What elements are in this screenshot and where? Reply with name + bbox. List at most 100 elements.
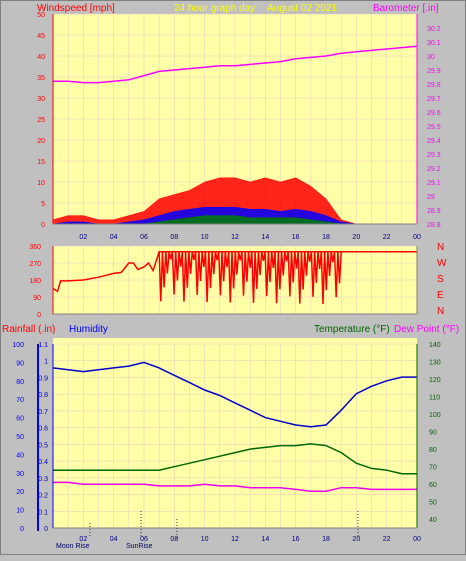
- humidity-y-tick: 0.7: [38, 409, 48, 416]
- direction-letter-w: W: [437, 258, 447, 269]
- wind-y-tick: 10: [37, 180, 45, 187]
- rainfall-y-tick: 40: [16, 452, 24, 459]
- humidity-x-tick: 22: [383, 536, 391, 543]
- humidity-axis-title: Humidity: [69, 324, 108, 335]
- moonrise-label: Moon Rise: [56, 543, 90, 550]
- barometer-y-tick: 30: [427, 54, 435, 61]
- wind-x-tick: 06: [140, 234, 148, 241]
- direction-line: [52, 250, 417, 293]
- humidity-x-tick: 20: [352, 536, 360, 543]
- humidity-y-tick: 0: [44, 526, 48, 533]
- humidity-x-tick: 06: [140, 536, 148, 543]
- barometer-y-tick: 29.5: [427, 124, 441, 131]
- date-title: August 02 2021: [267, 3, 337, 14]
- humidity-x-tick: 16: [292, 536, 300, 543]
- temperature-y-tick: 110: [429, 395, 440, 402]
- humidity-x-tick: 18: [322, 536, 330, 543]
- rainfall-y-tick: 100: [12, 342, 24, 349]
- humidity-x-tick: 12: [231, 536, 239, 543]
- humidity-y-tick: 0.4: [38, 459, 48, 466]
- wind-x-tick: 14: [261, 234, 269, 241]
- barometer-y-tick: 28.8: [427, 222, 441, 229]
- barometer-y-tick: 29.9: [427, 68, 441, 75]
- barometer-y-tick: 30.1: [427, 40, 441, 47]
- barometer-y-tick: 29.4: [427, 138, 441, 145]
- wind-x-tick: 12: [231, 234, 239, 241]
- wind-y-tick: 15: [37, 159, 45, 166]
- temperature-y-tick: 50: [429, 500, 437, 507]
- windspeed-axis-title: Windspeed [mph]: [37, 3, 115, 14]
- direction-y-tick: 360: [29, 244, 41, 251]
- rainfall-axis-title: Rainfall (.in): [2, 324, 55, 335]
- temperature-y-tick: 90: [429, 430, 437, 437]
- direction-letter-n-top: N: [437, 242, 444, 253]
- humidity-y-tick: 0.9: [38, 375, 48, 382]
- direction-variable-line: [158, 251, 342, 305]
- humidity-x-tick: 08: [170, 536, 178, 543]
- humidity-y-tick: 1.1: [38, 342, 48, 349]
- temperature-y-tick: 100: [429, 412, 441, 419]
- wind-x-tick: 08: [170, 234, 178, 241]
- barometer-axis-title: Barometer [.in]: [373, 3, 439, 14]
- wind-y-tick: 30: [37, 96, 45, 103]
- rainfall-y-tick: 70: [16, 397, 24, 404]
- direction-y-tick: 90: [33, 295, 41, 302]
- barometer-line: [53, 45, 418, 84]
- direction-letter-n-bottom: N: [437, 306, 444, 317]
- humidity-y-tick: 0.3: [38, 476, 48, 483]
- temperature-y-tick: 140: [429, 342, 441, 349]
- humidity-x-tick: 02: [79, 536, 87, 543]
- humidity-y-tick: 0.5: [38, 442, 48, 449]
- rainfall-y-tick: 80: [16, 379, 24, 386]
- dewpoint-line: [53, 481, 417, 492]
- wind-x-tick: 10: [201, 234, 209, 241]
- barometer-y-tick: 29.7: [427, 96, 441, 103]
- barometer-y-tick: 29.6: [427, 110, 441, 117]
- temperature-y-tick: 130: [429, 360, 441, 367]
- wind-x-tick: 00: [413, 234, 421, 241]
- temperature-y-tick: 120: [429, 377, 441, 384]
- barometer-y-tick: 29.8: [427, 82, 441, 89]
- rainfall-y-tick: 90: [16, 360, 24, 367]
- rainfall-y-tick: 10: [16, 508, 24, 515]
- barometer-y-tick: 29: [427, 194, 435, 201]
- barometer-y-tick: 29.2: [427, 166, 441, 173]
- temperature-y-tick: 60: [429, 482, 437, 489]
- barometer-y-tick: 29.3: [427, 152, 441, 159]
- humidity-y-tick: 1: [44, 359, 48, 366]
- wind-y-tick: 5: [41, 201, 45, 208]
- wind-y-tick: 35: [37, 75, 45, 82]
- wind-y-tick: 50: [37, 12, 45, 19]
- wind-x-tick: 20: [352, 234, 360, 241]
- humidity-y-tick: 0.2: [38, 493, 48, 500]
- wind-x-tick: 18: [322, 234, 330, 241]
- barometer-y-tick: 28.9: [427, 208, 441, 215]
- humidity-x-tick: 04: [110, 536, 118, 543]
- humidity-line: [52, 361, 417, 428]
- temperature-line: [53, 443, 417, 475]
- wind-x-tick: 16: [292, 234, 300, 241]
- sunrise-label: SunRise: [126, 543, 153, 550]
- period-title: 24 hour graph day: [174, 3, 255, 14]
- humidity-x-tick: 10: [201, 536, 209, 543]
- humidity-y-tick: 0.8: [38, 392, 48, 399]
- wind-x-tick: 04: [110, 234, 118, 241]
- direction-y-tick: 0: [37, 312, 41, 319]
- direction-letter-e: E: [437, 290, 444, 301]
- wind-y-tick: 40: [37, 54, 45, 61]
- temperature-y-tick: 80: [429, 447, 437, 454]
- direction-y-tick: 270: [29, 261, 41, 268]
- humidity-x-tick: 00: [413, 536, 421, 543]
- direction-y-tick: 180: [29, 278, 41, 285]
- temperature-axis-title: Temperature (°F): [314, 324, 390, 335]
- temperature-y-tick: 70: [429, 465, 437, 472]
- rainfall-y-tick: 20: [16, 489, 24, 496]
- wind-x-tick: 02: [79, 234, 87, 241]
- humidity-y-tick: 0.1: [38, 509, 48, 516]
- direction-letter-s: S: [437, 274, 444, 285]
- rainfall-y-tick: 60: [16, 416, 24, 423]
- rainfall-y-tick: 0: [20, 526, 24, 533]
- barometer-y-tick: 29.1: [427, 180, 441, 187]
